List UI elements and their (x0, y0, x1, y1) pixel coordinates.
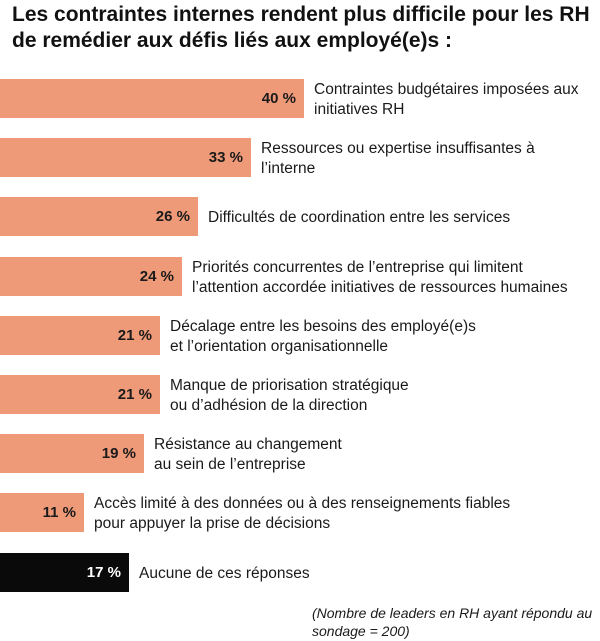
category-label-line: initiatives RH (314, 100, 405, 118)
category-label-line: l’interne (261, 159, 316, 177)
category-label: Accès limité à des données ou à des rens… (94, 494, 510, 534)
category-label-line: Aucune de ces réponses (139, 564, 310, 582)
bar-value-label: 21 % (117, 327, 152, 344)
category-label-line: et l’orientation organisationnelle (170, 337, 389, 355)
category-label: Manque de priorisation stratégique ou d’a… (170, 376, 409, 416)
category-label: Résistance au changement au sein de l’ent… (154, 435, 342, 475)
category-label-line: Difficultés de coordination entre les se… (208, 208, 511, 226)
category-label-line: ou d’adhésion de la direction (170, 396, 368, 414)
category-label-line: au sein de l’entreprise (154, 455, 306, 473)
category-label: Décalage entre les besoins des employé(e… (170, 317, 476, 357)
bar-6 (0, 375, 160, 414)
bar-value-label: 19 % (101, 445, 136, 462)
bar-9 (0, 553, 129, 592)
bar-value-label: 21 % (117, 386, 152, 403)
bar-8 (0, 493, 84, 532)
category-label-line: Contraintes budgétaires imposées aux (314, 80, 579, 98)
category-label: Aucune de ces réponses (139, 564, 310, 584)
category-label-line: Manque de priorisation stratégique (170, 376, 409, 394)
category-label: Ressources ou expertise insuffisantes à l… (261, 139, 535, 179)
bar-4 (0, 257, 182, 296)
bar-5 (0, 316, 160, 355)
category-label-line: Décalage entre les besoins des employé(e… (170, 317, 476, 335)
bar-value-label: 40 % (261, 90, 296, 107)
category-label: Priorités concurrentes de l’entreprise q… (192, 258, 568, 298)
bar-value-label: 17 % (86, 564, 121, 581)
bar-value-label: 11 % (42, 504, 76, 521)
category-label-line: l’attention accordée initiatives de ress… (192, 278, 568, 296)
bar-1 (0, 79, 304, 118)
bar-3 (0, 197, 198, 236)
category-label-line: Ressources ou expertise insuffisantes à (261, 139, 535, 157)
category-label: Difficultés de coordination entre les se… (208, 208, 510, 228)
category-label-line: Priorités concurrentes de l’entreprise q… (192, 258, 523, 276)
bar-7 (0, 434, 144, 473)
bar-value-label: 26 % (155, 208, 190, 225)
chart-title: Les contraintes internes rendent plus di… (12, 3, 590, 52)
survey-note: (Nombre de leaders en RH ayant répondu a… (312, 605, 593, 639)
category-label-line: Résistance au changement (154, 435, 342, 453)
bar-value-label: 33 % (208, 149, 243, 166)
category-label-line: Accès limité à des données ou à des rens… (94, 494, 511, 512)
category-label: Contraintes budgétaires imposées aux init… (314, 80, 579, 120)
bar-2 (0, 138, 251, 177)
category-label-line: pour appuyer la prise de décisions (94, 514, 331, 532)
bar-value-label: 24 % (139, 268, 174, 285)
